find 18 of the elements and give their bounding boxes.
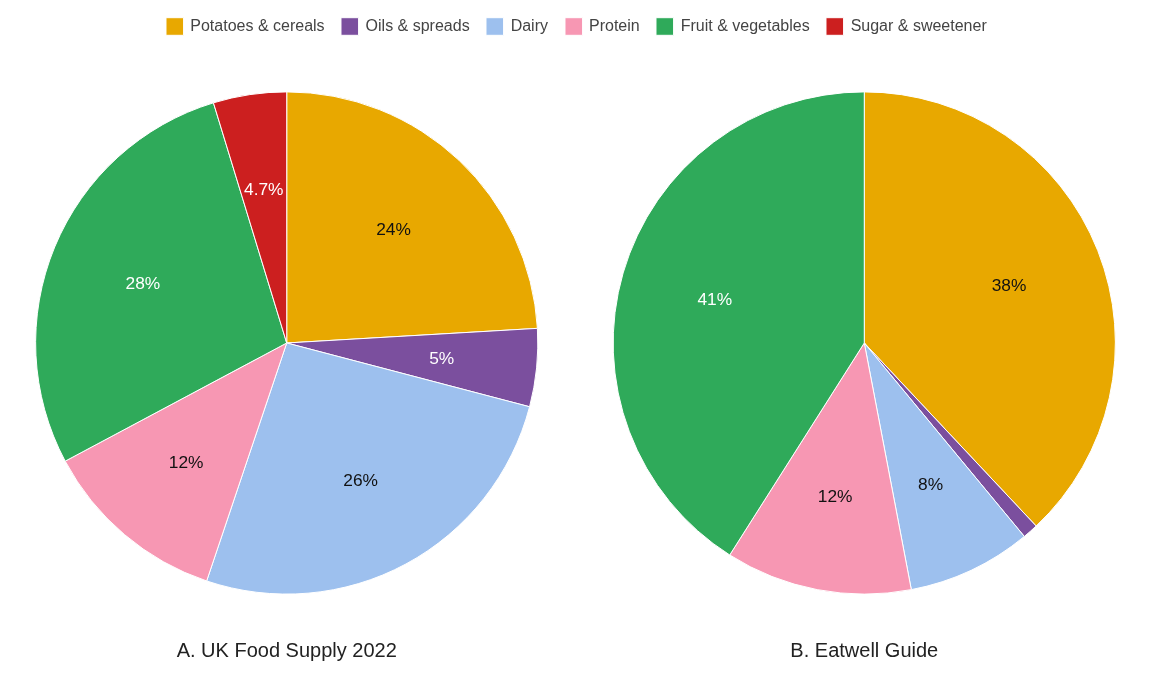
text: A. UK Food Supply 2022 bbox=[176, 639, 397, 662]
legend-label: Oils & spreads bbox=[365, 17, 470, 35]
data-label: 38% bbox=[991, 275, 1027, 296]
legend-label: Potatoes & cereals bbox=[190, 17, 325, 35]
data-label: 8% bbox=[918, 474, 944, 495]
legend-label: Sugar & sweetener bbox=[850, 17, 987, 35]
data-label: 28% bbox=[125, 273, 161, 294]
data-label: 26% bbox=[343, 470, 378, 491]
data-label: 5% bbox=[429, 348, 455, 369]
legend-label: Protein bbox=[588, 17, 640, 35]
data-label: 24% bbox=[376, 219, 411, 240]
legend-label: Dairy bbox=[510, 17, 548, 35]
text: B. Eatwell Guide bbox=[790, 639, 939, 662]
data-label: 41% bbox=[697, 289, 733, 310]
data-label: 12% bbox=[168, 452, 204, 473]
data-label: 12% bbox=[817, 486, 853, 507]
data-label: 4.7% bbox=[244, 178, 284, 199]
legend-label: Fruit & vegetables bbox=[680, 17, 810, 35]
